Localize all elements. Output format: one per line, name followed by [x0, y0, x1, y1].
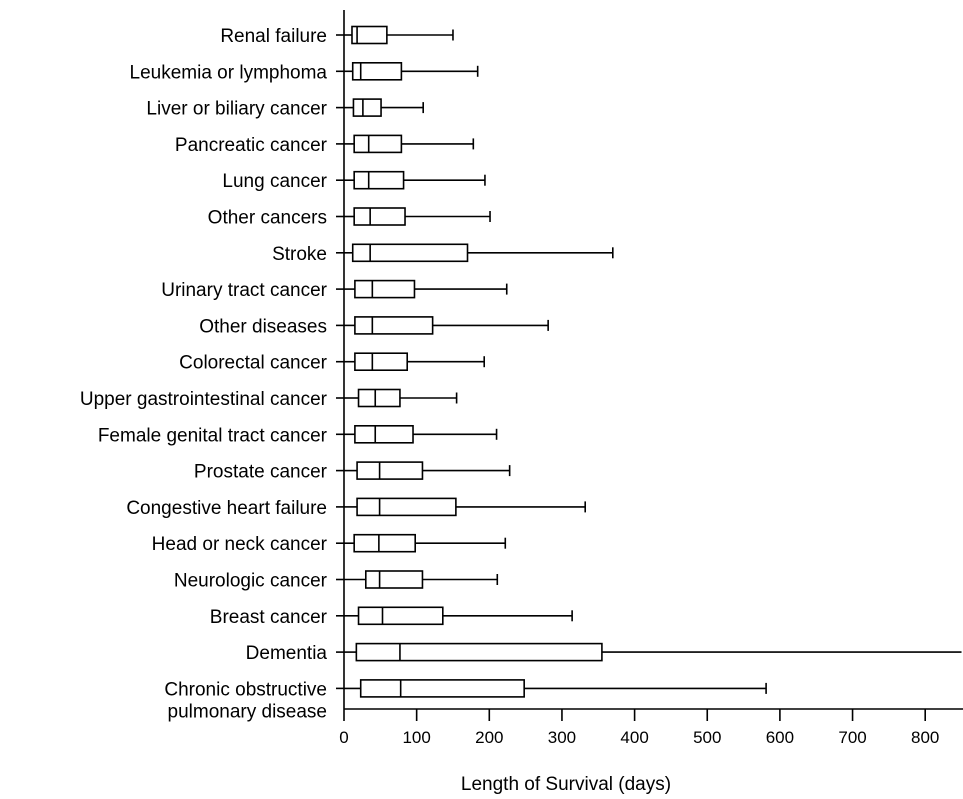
box-row: Lung cancer: [222, 170, 486, 192]
category-label: Upper gastrointestinal cancer: [80, 389, 328, 410]
category-label: Urinary tract cancer: [161, 280, 327, 301]
category-label: Liver or biliary cancer: [146, 99, 327, 120]
category-label: Congestive heart failure: [126, 498, 327, 519]
category-label: Other cancers: [208, 208, 327, 229]
category-rows: Renal failure Leukemia or lymphoma Liver o…: [80, 25, 962, 722]
x-tick-label: 100: [402, 728, 430, 747]
box-row: Renal failure: [220, 25, 454, 47]
x-tick-label: 700: [838, 728, 866, 747]
iqr-box: [353, 533, 416, 553]
box-row: Neurologic cancer: [174, 570, 499, 592]
category-label: Colorectal cancer: [179, 353, 328, 374]
x-tick-label: 300: [548, 728, 576, 747]
iqr-box: [353, 134, 403, 154]
category-label: Leukemia or lymphoma: [130, 62, 328, 83]
box-row: Other diseases: [199, 316, 549, 337]
box-row: Urinary tract cancer: [161, 279, 508, 301]
category-label: Breast cancer: [210, 607, 328, 628]
box-row: Prostate cancer: [194, 461, 511, 483]
iqr-box: [353, 170, 405, 190]
x-axis: 0 100 200 300 400 500 600 700 800: [339, 10, 963, 747]
box-row: Breast cancer: [210, 606, 573, 628]
x-tick-label: 200: [475, 728, 503, 747]
category-label: Prostate cancer: [194, 462, 328, 483]
box-row: Colorectal cancer: [179, 352, 486, 374]
iqr-box: [351, 25, 388, 45]
iqr-box: [351, 243, 469, 263]
box-row: Dementia: [246, 642, 962, 664]
iqr-box: [353, 207, 406, 226]
category-label: Chronic obstructive: [164, 679, 327, 700]
box-row: Stroke: [272, 243, 614, 265]
x-axis-title: Length of Survival (days): [461, 774, 671, 795]
x-tick-label: 500: [693, 728, 721, 747]
box-row: Other cancers: [208, 207, 491, 229]
iqr-box: [356, 497, 457, 517]
category-label: Other diseases: [199, 316, 327, 337]
iqr-box: [355, 642, 603, 662]
iqr-box: [359, 679, 525, 698]
x-tick-label: 600: [766, 728, 794, 747]
iqr-box: [364, 570, 424, 589]
iqr-box: [356, 461, 424, 480]
iqr-box: [354, 316, 434, 335]
category-label: Stroke: [272, 244, 327, 265]
x-tick-label: 0: [339, 728, 348, 747]
iqr-box: [357, 388, 401, 408]
iqr-box: [357, 606, 444, 626]
category-label: Female genital tract cancer: [98, 425, 328, 446]
iqr-box: [352, 98, 382, 117]
iqr-box: [354, 352, 409, 372]
iqr-box: [354, 279, 416, 299]
box-row: Pancreatic cancer: [175, 134, 475, 156]
x-tick-label: 400: [620, 728, 648, 747]
iqr-box: [354, 424, 414, 444]
x-tick-label: 800: [911, 728, 939, 747]
box-row: Head or neck cancer: [152, 533, 507, 555]
category-label: Pancreatic cancer: [175, 135, 328, 156]
iqr-box: [351, 61, 403, 81]
category-label: Neurologic cancer: [174, 571, 328, 592]
box-row: Leukemia or lymphoma: [130, 61, 479, 83]
box-row: Upper gastrointestinal cancer: [80, 388, 458, 410]
category-label: Lung cancer: [222, 171, 327, 192]
category-label: Renal failure: [220, 26, 327, 47]
category-label: Head or neck cancer: [152, 534, 328, 555]
box-row: Female genital tract cancer: [98, 424, 498, 446]
category-label: Dementia: [246, 643, 328, 664]
box-row: Congestive heart failure: [126, 497, 586, 519]
category-label: pulmonary disease: [168, 701, 327, 722]
box-row: Liver or biliary cancer: [146, 98, 424, 120]
